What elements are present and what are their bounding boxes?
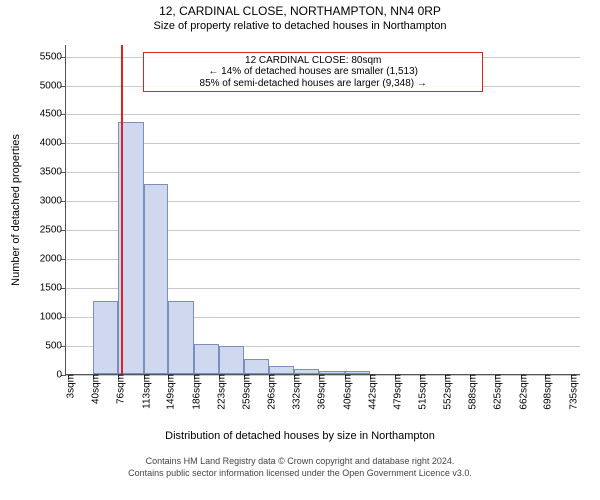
ytick-label: 1500: [40, 283, 66, 294]
annotation-line-3: 85% of semi-detached houses are larger (…: [148, 78, 478, 90]
xtick-label: 296sqm: [261, 374, 278, 410]
y-axis-label: Number of detached properties: [10, 134, 22, 286]
histogram-bar: [168, 301, 193, 374]
histogram-bar: [219, 346, 244, 374]
xtick-label: 223sqm: [211, 374, 228, 410]
xtick-label: 442sqm: [361, 374, 378, 410]
histogram-bar: [144, 184, 169, 374]
histogram-bar: [319, 371, 344, 374]
histogram-bar: [244, 359, 269, 374]
xtick-label: 515sqm: [411, 374, 428, 410]
xtick-label: 662sqm: [512, 374, 529, 410]
annotation-box: 12 CARDINAL CLOSE: 80sqm← 14% of detache…: [143, 52, 483, 93]
xtick-label: 625sqm: [487, 374, 504, 410]
chart-title-line1: 12, CARDINAL CLOSE, NORTHAMPTON, NN4 0RP: [0, 4, 600, 18]
ytick-label: 500: [45, 341, 66, 352]
footer-line-2: Contains public sector information licen…: [0, 469, 600, 479]
xtick-label: 735sqm: [562, 374, 579, 410]
gridline: [66, 114, 580, 115]
xtick-label: 259sqm: [235, 374, 252, 410]
histogram-bar: [93, 301, 118, 374]
histogram-bar: [345, 371, 370, 374]
xtick-label: 479sqm: [386, 374, 403, 410]
ytick-label: 3500: [40, 167, 66, 178]
ytick-label: 2000: [40, 254, 66, 265]
xtick-label: 369sqm: [311, 374, 328, 410]
histogram-bar: [294, 369, 319, 374]
xtick-label: 186sqm: [185, 374, 202, 410]
xtick-label: 406sqm: [336, 374, 353, 410]
ytick-label: 4000: [40, 138, 66, 149]
xtick-label: 3sqm: [60, 374, 77, 398]
ytick-label: 1000: [40, 312, 66, 323]
xtick-label: 40sqm: [85, 374, 102, 404]
ytick-label: 3000: [40, 196, 66, 207]
xtick-label: 76sqm: [110, 374, 127, 404]
ytick-label: 2500: [40, 225, 66, 236]
histogram-bar: [194, 344, 219, 374]
xtick-label: 698sqm: [537, 374, 554, 410]
ytick-label: 4500: [40, 109, 66, 120]
ytick-label: 5500: [40, 51, 66, 62]
figure-root: 12, CARDINAL CLOSE, NORTHAMPTON, NN4 0RP…: [0, 0, 600, 500]
chart-plot-area: 0500100015002000250030003500400045005000…: [65, 45, 580, 375]
histogram-bar: [269, 366, 294, 374]
annotation-line-1: 12 CARDINAL CLOSE: 80sqm: [148, 55, 478, 67]
reference-line: [121, 45, 123, 374]
xtick-label: 149sqm: [160, 374, 177, 410]
xtick-label: 113sqm: [135, 374, 152, 409]
xtick-label: 552sqm: [437, 374, 454, 410]
ytick-label: 5000: [40, 80, 66, 91]
xtick-label: 332sqm: [285, 374, 302, 410]
footer-line-1: Contains HM Land Registry data © Crown c…: [0, 457, 600, 467]
chart-title-line2: Size of property relative to detached ho…: [0, 20, 600, 32]
annotation-line-2: ← 14% of detached houses are smaller (1,…: [148, 66, 478, 78]
xtick-label: 588sqm: [461, 374, 478, 410]
x-axis-label: Distribution of detached houses by size …: [0, 430, 600, 442]
